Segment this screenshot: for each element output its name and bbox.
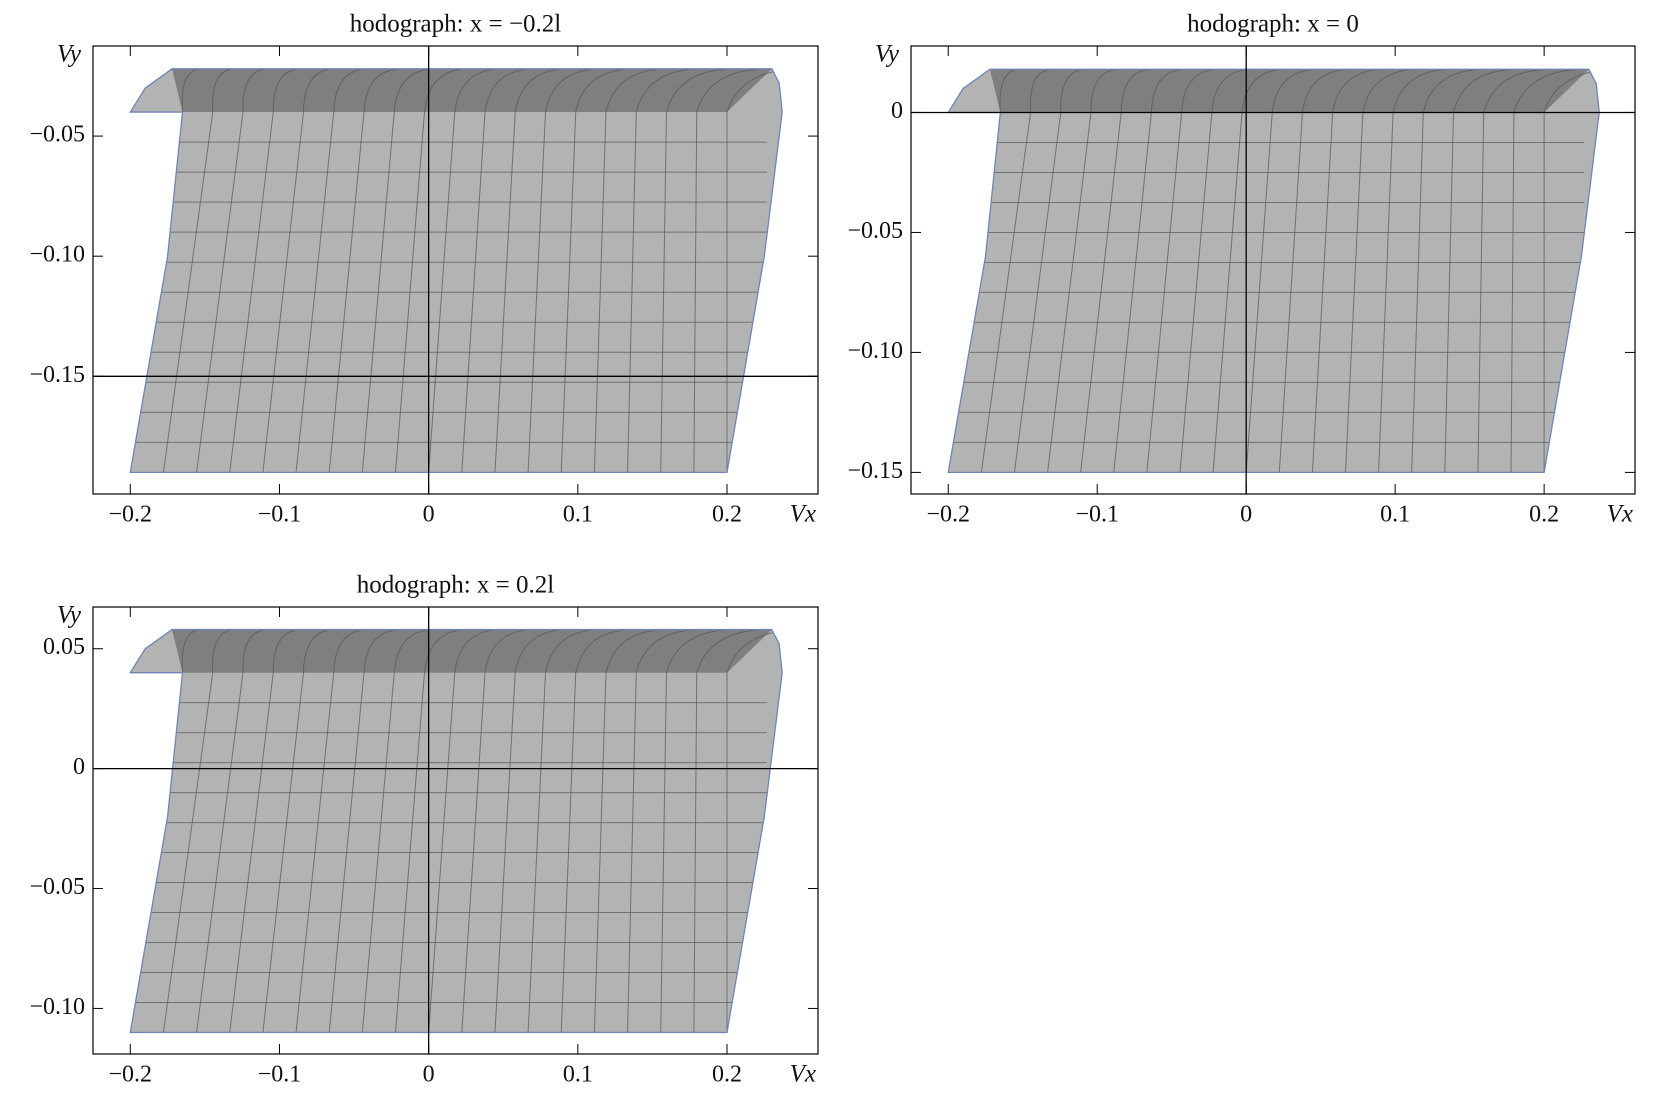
x-tick-label: 0.1: [563, 502, 593, 528]
y-axis-label: Vy: [57, 602, 82, 629]
y-tick-label: 0: [891, 98, 903, 124]
y-tick-label: −0.10: [29, 242, 85, 268]
panel: −0.2 −0.1 0 0.1 0.20−0.05−0.10−0.15hodograph…: [847, 11, 1636, 528]
x-tick-label: −0.1: [258, 1062, 302, 1088]
x-tick-label: −0.2: [109, 502, 153, 528]
x-tick-label: 0: [423, 502, 435, 528]
x-tick-label: 0.2: [712, 1062, 742, 1088]
y-tick-label: −0.15: [847, 458, 903, 484]
x-tick-label: −0.2: [926, 502, 970, 528]
plot-area: [911, 46, 1635, 494]
x-tick-label: 0: [423, 1062, 435, 1088]
top-band: [172, 629, 772, 673]
x-tick-label: 0.2: [1529, 502, 1559, 528]
x-tick-label: −0.2: [109, 1062, 153, 1088]
y-tick-label: −0.05: [29, 122, 85, 148]
y-axis-label: Vy: [875, 41, 900, 68]
x-tick-label: 0.2: [712, 502, 742, 528]
surface-edge: [129, 628, 783, 1034]
x-axis-label: Vx: [790, 1061, 816, 1088]
x-tick-label: 0: [1240, 502, 1252, 528]
y-tick-label: −0.10: [29, 994, 85, 1020]
frame: [92, 606, 819, 1055]
mesh-arc: [1543, 69, 1600, 113]
x-axis-label: Vx: [1607, 501, 1633, 528]
frame: [92, 45, 819, 495]
mesh: [130, 68, 783, 473]
surface: [948, 69, 1600, 473]
frame: [910, 45, 1636, 495]
y-tick-label: −0.15: [29, 362, 85, 388]
x-tick-label: 0.1: [1380, 502, 1410, 528]
y-tick-label: −0.10: [847, 338, 903, 364]
top-band: [989, 69, 1589, 113]
chart-title: hodograph: x = 0: [1187, 11, 1359, 38]
surface-edge: [947, 68, 1600, 474]
plot-area: [93, 46, 818, 494]
chart-title: hodograph: x = 0.2l: [357, 572, 554, 599]
top-band: [172, 68, 772, 113]
panel: −0.2 −0.1 0 0.1 0.20.050−0.05−0.10hodograph:…: [29, 572, 819, 1088]
mesh-arc: [726, 68, 783, 113]
mesh: [130, 629, 783, 1033]
plot-area: [93, 607, 818, 1054]
y-tick-label: −0.05: [29, 874, 85, 900]
panel: −0.2 −0.1 0 0.1 0.2−0.05−0.10−0.15hodograph:…: [29, 11, 819, 528]
surface: [130, 629, 783, 1033]
surface: [130, 68, 783, 473]
y-tick-label: 0: [73, 754, 85, 780]
y-axis-label: Vy: [57, 41, 82, 68]
surface-edge: [129, 68, 783, 474]
x-tick-label: −0.1: [1075, 502, 1119, 528]
mesh-arc: [726, 629, 783, 673]
y-tick-label: −0.05: [847, 218, 903, 244]
x-tick-label: 0.1: [563, 1062, 593, 1088]
x-axis-label: Vx: [790, 501, 816, 528]
chart-title: hodograph: x = −0.2l: [350, 11, 562, 38]
mesh: [948, 69, 1600, 473]
x-tick-label: −0.1: [258, 502, 302, 528]
y-tick-label: 0.05: [43, 634, 85, 660]
